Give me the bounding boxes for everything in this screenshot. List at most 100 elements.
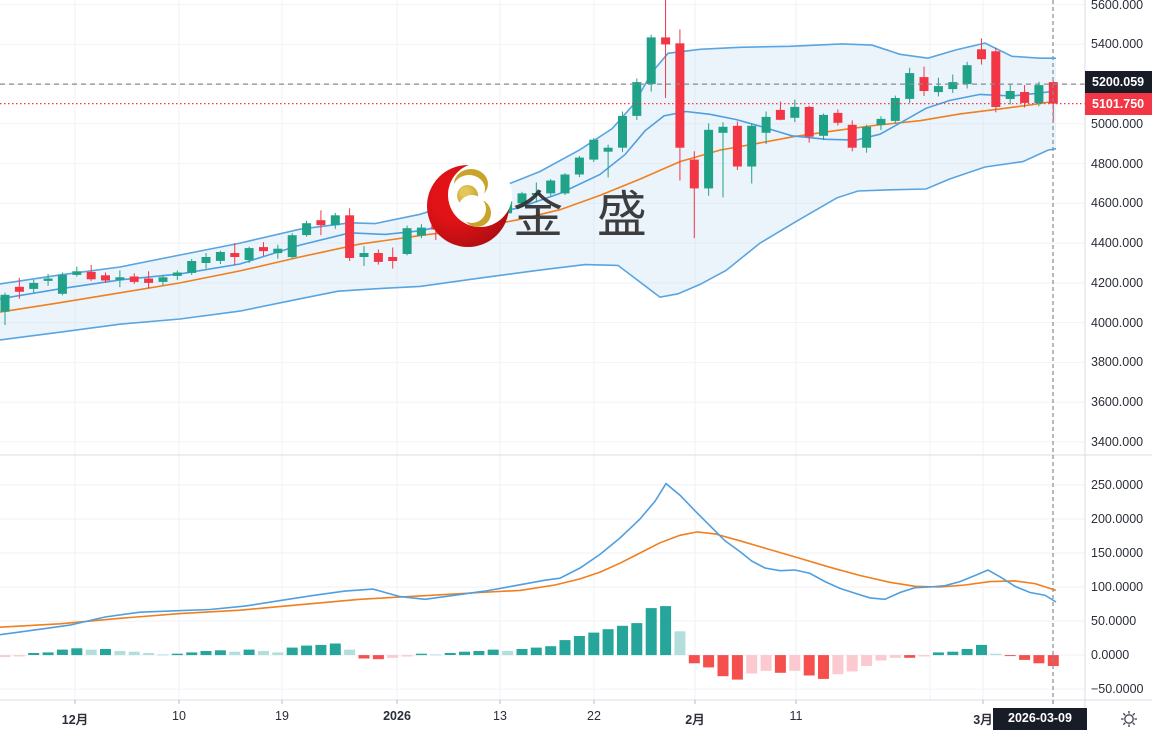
macd-histogram-bar [502, 651, 514, 656]
candle-body [330, 215, 340, 226]
candle-body [115, 277, 125, 280]
macd-histogram-bar [932, 652, 944, 656]
macd-histogram-bar [746, 655, 758, 674]
macd-histogram-bar [846, 655, 858, 672]
candle-body [775, 109, 785, 120]
macd-histogram-bar [85, 649, 97, 655]
macd-histogram-bar [444, 653, 456, 655]
macd-histogram-bar [128, 651, 140, 656]
candle-body [618, 115, 627, 148]
price-axis-label: 5600.000 [1091, 0, 1144, 12]
macd-histogram-bar [660, 606, 672, 656]
candle-body [416, 227, 426, 236]
settings-gear-icon[interactable] [1119, 709, 1139, 729]
macd-histogram-bar [889, 655, 901, 658]
macd-histogram-bar [272, 652, 284, 656]
price-axis-label: 5400.000 [1091, 37, 1144, 52]
candle-body [431, 225, 441, 230]
macd-histogram-bar [875, 655, 887, 661]
bollinger-fill [0, 43, 1056, 340]
candle-body [962, 65, 972, 85]
candle-body [991, 51, 1001, 107]
macd-histogram-bar [760, 655, 772, 671]
candle-body [0, 294, 10, 312]
macd-histogram-bar [559, 640, 571, 656]
candle-body [1005, 91, 1015, 99]
macd-histogram-bar [631, 623, 643, 656]
candle-body [259, 247, 268, 252]
macd-histogram-bar [42, 652, 54, 656]
candle-body [359, 253, 369, 257]
candle-body [790, 106, 800, 118]
reference-price-badge: 5200.059 [1085, 71, 1152, 93]
price-axis-label: 3800.000 [1091, 355, 1144, 370]
macd-histogram-bar [832, 655, 844, 675]
indicator-axis-label: 200.0000 [1091, 512, 1144, 526]
candle-body [1034, 85, 1044, 103]
price-axis-label: 4800.000 [1091, 156, 1144, 171]
price-axis-label: 3400.000 [1091, 434, 1144, 449]
candle-body [977, 49, 986, 60]
price-axis-label: 4400.000 [1091, 236, 1144, 251]
macd-histogram-bar [1019, 655, 1031, 660]
macd-histogram-bar [415, 653, 427, 656]
candle-body [948, 82, 958, 90]
macd-histogram-bar [990, 653, 1002, 656]
indicator-axis-label: 100.0000 [1091, 580, 1144, 594]
time-axis-label: 3月 [973, 713, 993, 727]
indicator-axis-label: −50.0000 [1091, 682, 1144, 697]
macd-histogram-bar [100, 649, 111, 656]
candle-body [747, 125, 757, 167]
macd-histogram-bar [703, 655, 715, 668]
macd-histogram-bar [947, 651, 959, 656]
candle-body [488, 210, 498, 218]
macd-histogram-bar [229, 651, 241, 656]
price-axis-label: 4000.000 [1091, 315, 1144, 330]
indicator-axis-label: 0.0000 [1091, 648, 1130, 663]
macd-histogram-bar [731, 655, 743, 680]
macd-histogram-bar [588, 632, 600, 656]
macd-histogram-bar [473, 651, 485, 656]
price-axis-label: 4200.000 [1091, 275, 1144, 290]
candle-body [287, 235, 297, 258]
candle-body [101, 275, 110, 281]
candle-body [187, 261, 197, 273]
candle-body [57, 274, 67, 294]
candle-body [704, 129, 714, 189]
time-axis-label: 11 [789, 709, 803, 723]
candle-body [72, 271, 82, 275]
macd-histogram-bar [344, 649, 356, 655]
time-axis-label: 2026 [383, 709, 411, 723]
last-price-badge: 5101.750 [1085, 93, 1152, 115]
macd-histogram-bar [818, 655, 829, 679]
indicator-axis-label: 50.0000 [1091, 614, 1137, 629]
candle-body [158, 277, 168, 282]
bollinger-lower-line [0, 147, 1057, 341]
candle-body [86, 271, 96, 280]
candle-body [129, 276, 139, 282]
macd-histogram-bar [372, 655, 384, 660]
macd-histogram-bar [545, 646, 557, 655]
macd-histogram-bar [329, 643, 341, 656]
macd-histogram-bar [961, 649, 973, 656]
candle-body [503, 201, 513, 214]
ma-fast-line [0, 90, 1057, 300]
candle-body [215, 252, 225, 261]
macd-histogram-bar [13, 655, 25, 657]
bollinger-upper-line [0, 42, 1056, 285]
candle-body [675, 43, 685, 148]
macd-histogram-bar [573, 636, 585, 656]
price-axis-label: 4600.000 [1091, 196, 1144, 211]
candle-body [230, 253, 240, 257]
candle-body [345, 215, 355, 258]
candle-body [589, 139, 599, 160]
macd-histogram-bar [157, 654, 169, 656]
macd-histogram-bar [401, 655, 413, 657]
macd-line [0, 482, 1057, 636]
candle-body [919, 77, 929, 91]
candle-body [373, 253, 383, 262]
candle-body [531, 193, 541, 195]
candle-body [474, 206, 484, 221]
macd-signal-line [0, 531, 1057, 628]
